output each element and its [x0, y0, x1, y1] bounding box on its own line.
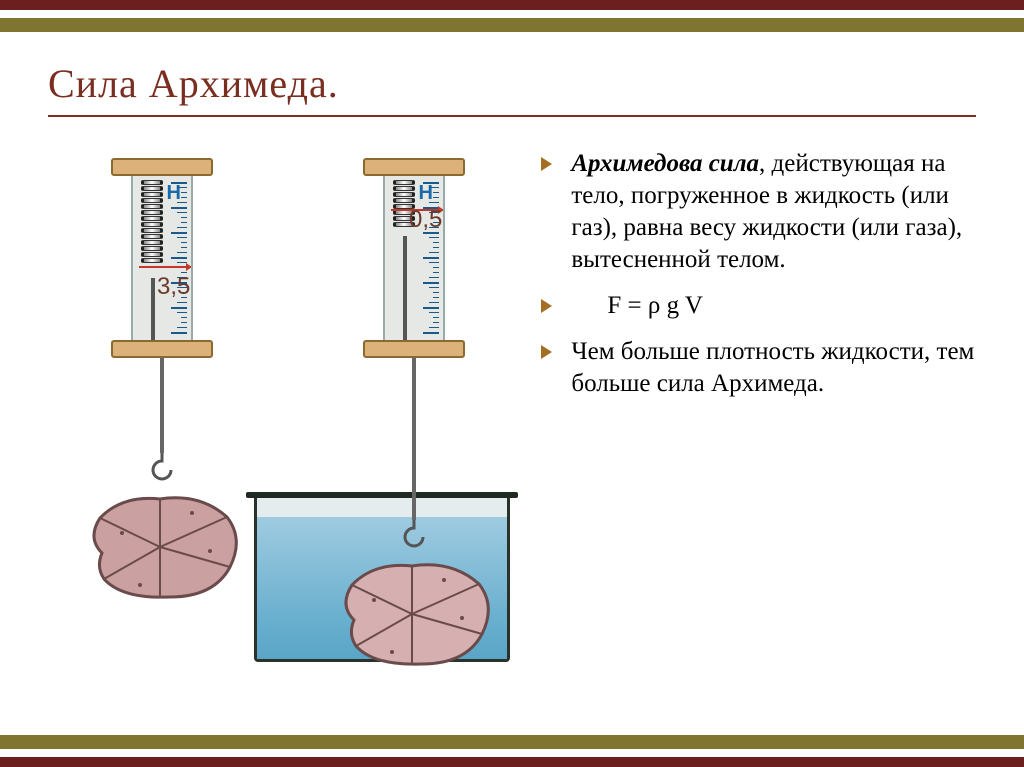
reading-left: 3,5	[157, 273, 190, 301]
scale-ticks-right	[413, 182, 439, 334]
band-olive-b	[0, 735, 1024, 749]
stone-left	[82, 493, 242, 603]
apparatus-in-air: Н 3,5	[52, 158, 272, 603]
dynamometer-left: Н	[117, 158, 207, 358]
reading-right: 0,5	[409, 206, 442, 234]
bullet-1-lead: Архимедова сила	[571, 150, 759, 177]
bullet-1: Архимедова сила, действующая на тело, по…	[537, 148, 992, 276]
dynamometer-right: Н	[369, 158, 459, 358]
spring-left	[141, 180, 163, 264]
top-border	[0, 0, 1024, 42]
dyno-top-bar	[111, 158, 213, 176]
page-title: Сила Архимеда.	[48, 60, 976, 107]
bullet-2-formula: F = ρ g V	[537, 290, 992, 322]
dyno-body-r: Н	[383, 176, 445, 340]
bottom-border	[0, 731, 1024, 767]
content-row: Н 3,5	[48, 148, 992, 707]
band-olive	[0, 18, 1024, 32]
hook-right	[399, 520, 429, 550]
scale-ticks-left	[161, 182, 187, 334]
wire-right	[412, 358, 416, 520]
apparatus-in-liquid: Н 0,5	[304, 158, 524, 670]
diagram-area: Н 3,5	[48, 148, 525, 707]
bullet-list: Архимедова сила, действующая на тело, по…	[537, 148, 992, 400]
hook-left	[147, 453, 177, 483]
spring-rod-left	[151, 278, 155, 340]
band-dark-b	[0, 757, 1024, 767]
dyno-top-bar-r	[363, 158, 465, 176]
pointer-left	[139, 266, 191, 268]
title-block: Сила Архимеда.	[48, 60, 976, 117]
title-underline	[48, 115, 976, 117]
bullet-3: Чем больше плотность жидкости, тем больш…	[537, 336, 992, 400]
band-dark	[0, 0, 1024, 10]
dyno-body: Н	[131, 176, 193, 340]
dyno-bottom-bar-r	[363, 340, 465, 358]
dyno-bottom-bar	[111, 340, 213, 358]
stone-right	[334, 560, 494, 670]
spring-rod-right	[403, 236, 407, 340]
text-area: Архимедова сила, действующая на тело, по…	[525, 148, 992, 707]
wire-left	[160, 358, 164, 453]
